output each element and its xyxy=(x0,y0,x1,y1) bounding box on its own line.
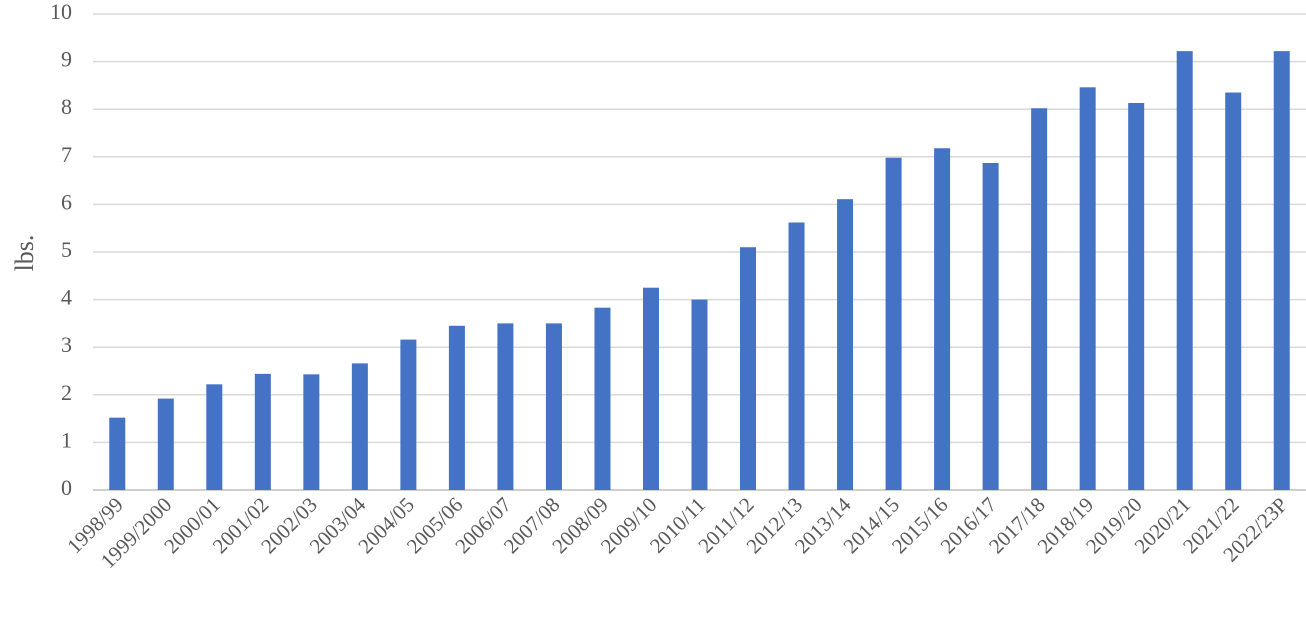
bar xyxy=(1225,92,1242,490)
bar xyxy=(885,157,902,490)
y-tick-label: 7 xyxy=(61,142,72,167)
y-axis-label: lbs. xyxy=(10,235,39,272)
bar xyxy=(642,287,659,490)
bar xyxy=(837,199,854,490)
bar xyxy=(594,307,611,490)
y-tick-label: 6 xyxy=(61,189,72,214)
bar xyxy=(157,398,174,490)
y-tick-label: 0 xyxy=(61,475,72,500)
bar xyxy=(1273,51,1290,491)
bar xyxy=(982,162,999,490)
y-tick-label: 2 xyxy=(61,380,72,405)
bar xyxy=(448,325,465,490)
bar xyxy=(788,222,805,490)
bar xyxy=(400,339,417,490)
bar xyxy=(351,363,368,490)
bar xyxy=(740,247,757,490)
bar xyxy=(691,299,708,490)
y-tick-label: 4 xyxy=(61,285,72,310)
bar xyxy=(497,323,514,490)
bar xyxy=(1079,87,1096,490)
y-tick-label: 3 xyxy=(61,332,72,357)
bar xyxy=(109,417,126,490)
y-tick-label: 9 xyxy=(61,47,72,72)
x-axis-ticks: 1998/991999/20002000/012001/022002/03200… xyxy=(62,492,1292,573)
bar xyxy=(934,148,951,490)
bar xyxy=(1128,103,1145,491)
bar xyxy=(206,384,223,490)
y-tick-label: 1 xyxy=(61,427,72,452)
bar xyxy=(254,373,271,490)
y-tick-label: 5 xyxy=(61,237,72,262)
bar xyxy=(1176,51,1193,491)
bar xyxy=(1031,108,1048,491)
y-axis-ticks: 0 1 2 3 4 5 6 7 8 9 10 xyxy=(50,0,72,500)
y-tick-label: 8 xyxy=(61,94,72,119)
y-tick-label: 10 xyxy=(50,0,72,24)
bar xyxy=(545,323,562,490)
bars xyxy=(109,51,1290,491)
bar xyxy=(303,374,320,490)
